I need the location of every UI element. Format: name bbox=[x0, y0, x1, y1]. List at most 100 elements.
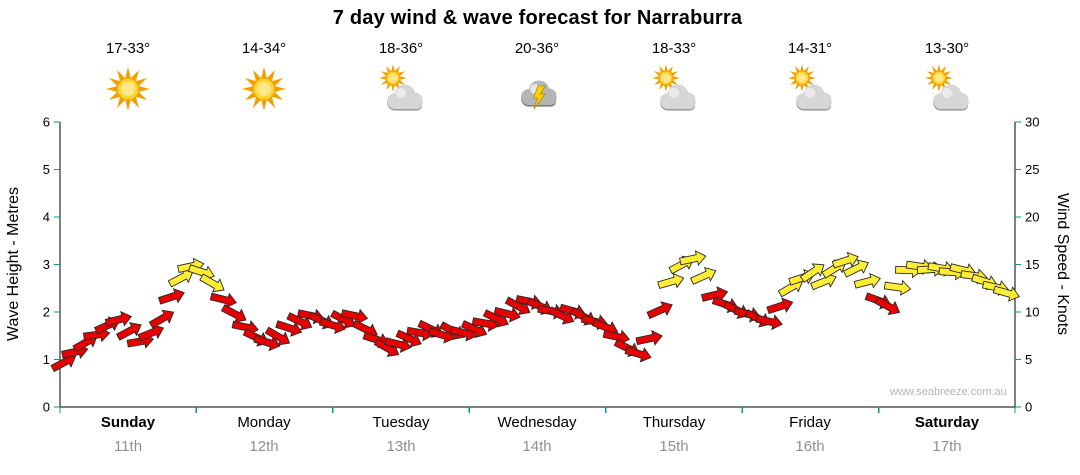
temp-range: 17-33° bbox=[105, 40, 151, 57]
wind-arrow-shape bbox=[148, 309, 175, 329]
right-axis-tick-label: 15 bbox=[1025, 257, 1039, 272]
wind-arrow-shape bbox=[504, 296, 531, 316]
wind-arrow bbox=[148, 309, 175, 329]
weather-icon-sunny bbox=[238, 62, 290, 114]
wind-arrow-shape bbox=[992, 285, 1020, 302]
day-date: 15th bbox=[659, 438, 689, 455]
wind-arrow-shape bbox=[874, 296, 901, 316]
wind-arrow-shape bbox=[853, 272, 882, 289]
left-axis-tick-label: 2 bbox=[43, 305, 50, 320]
wind-arrow-shape bbox=[700, 286, 729, 302]
wind-arrow bbox=[992, 285, 1020, 302]
wind-arrow bbox=[646, 301, 673, 320]
wind-arrow-shape bbox=[635, 329, 663, 346]
wind-arrow-shape bbox=[482, 309, 509, 328]
wind-arrow bbox=[264, 326, 291, 346]
day-date: 13th bbox=[386, 438, 416, 455]
day-date: 11th bbox=[113, 438, 143, 455]
weather-icon-partly-cloudy bbox=[648, 62, 700, 114]
page-title: 7 day wind & wave forecast for Narraburr… bbox=[332, 7, 743, 29]
day-date: 16th bbox=[795, 438, 825, 455]
wind-arrow-shape bbox=[264, 326, 291, 346]
wind-arrow bbox=[220, 304, 247, 323]
wind-arrow-shape bbox=[275, 320, 303, 337]
wind-arrow-shape bbox=[883, 279, 912, 296]
right-axis-tick-label: 30 bbox=[1025, 115, 1039, 130]
wind-arrow bbox=[700, 286, 729, 302]
day-column-wednesday: 20-36° Wednesday 14th bbox=[469, 0, 605, 475]
wind-arrow-shape bbox=[842, 259, 870, 278]
wind-arrow bbox=[275, 320, 303, 337]
wind-arrow bbox=[460, 320, 488, 338]
wind-arrow-shape bbox=[104, 310, 133, 327]
wind-arrow-shape bbox=[493, 306, 521, 323]
right-axis-tick-label: 0 bbox=[1025, 400, 1032, 415]
wind-arrow bbox=[766, 297, 794, 315]
weather-icon-sunny bbox=[102, 62, 154, 114]
wind-arrow-shape bbox=[220, 304, 247, 323]
wind-arrow bbox=[548, 306, 575, 325]
wind-arrow bbox=[602, 329, 631, 346]
wind-arrow bbox=[842, 259, 870, 278]
day-column-saturday: 13-30° Saturday 17th bbox=[879, 0, 1015, 475]
wind-arrow-shape bbox=[646, 301, 673, 320]
wind-arrow-shape bbox=[548, 306, 575, 325]
wind-arrow-shape bbox=[624, 346, 652, 363]
right-axis-tick-label: 25 bbox=[1025, 162, 1039, 177]
wind-arrow bbox=[318, 317, 347, 335]
wind-arrow bbox=[253, 334, 281, 352]
wind-arrow bbox=[624, 346, 652, 363]
temp-range: 20-36° bbox=[514, 40, 560, 57]
weather-icon-storm bbox=[511, 62, 563, 114]
wind-arrow bbox=[493, 306, 521, 323]
day-name: Wednesday bbox=[497, 414, 577, 431]
wind-arrow bbox=[831, 251, 859, 269]
wind-arrow-shape bbox=[157, 287, 185, 305]
wind-arrow bbox=[679, 250, 707, 267]
day-column-friday: 14-31° Friday 16th bbox=[742, 0, 878, 475]
wind-arrow-shape bbox=[167, 268, 194, 288]
left-axis-tick-label: 3 bbox=[43, 257, 50, 272]
wind-arrow bbox=[104, 310, 133, 327]
day-date: 14th bbox=[522, 438, 552, 455]
left-axis-tick-label: 6 bbox=[43, 115, 50, 130]
right-axis-tick-label: 20 bbox=[1025, 210, 1039, 225]
wind-arrow-shape bbox=[209, 292, 238, 309]
right-axis-tick-label: 5 bbox=[1025, 352, 1032, 367]
day-date: 17th bbox=[932, 438, 962, 455]
wind-arrow-shape bbox=[286, 312, 313, 331]
wind-arrow bbox=[853, 272, 882, 289]
watermark: www.seabreeze.com.au bbox=[890, 386, 1007, 398]
wind-arrow bbox=[690, 267, 717, 285]
day-name: Tuesday bbox=[372, 414, 430, 431]
day-column-sunday: 17-33° Sunday 11th bbox=[60, 0, 196, 475]
wind-arrow-shape bbox=[602, 329, 631, 346]
day-column-thursday: 18-33° Thursday 15th bbox=[606, 0, 742, 475]
wind-arrow bbox=[157, 287, 185, 305]
wind-arrow-shape bbox=[766, 297, 794, 315]
wind-arrow-shape bbox=[679, 250, 707, 267]
weather-icon-partly-cloudy bbox=[375, 62, 427, 114]
left-axis-tick-label: 1 bbox=[43, 352, 50, 367]
wind-arrow bbox=[755, 314, 783, 331]
left-axis-tick-label: 4 bbox=[43, 210, 50, 225]
temp-range: 18-33° bbox=[651, 40, 697, 57]
wind-arrow-shape bbox=[395, 329, 422, 348]
wind-arrow-shape bbox=[340, 308, 369, 325]
day-name: Saturday bbox=[914, 414, 980, 431]
wind-arrow bbox=[883, 279, 912, 296]
weather-icon-partly-cloudy bbox=[921, 62, 973, 114]
temp-range: 18-36° bbox=[378, 40, 424, 57]
wind-arrow bbox=[384, 337, 412, 354]
day-column-tuesday: 18-36° Tuesday 13th bbox=[333, 0, 469, 475]
left-axis-tick-label: 0 bbox=[43, 400, 50, 415]
left-axis-tick-label: 5 bbox=[43, 162, 50, 177]
wind-arrow-shape bbox=[690, 267, 717, 285]
wind-arrow-shape bbox=[115, 322, 142, 341]
day-name: Sunday bbox=[100, 414, 156, 431]
day-date: 12th bbox=[249, 438, 279, 455]
wind-arrow-shape bbox=[384, 337, 412, 354]
wind-arrow bbox=[115, 322, 142, 341]
